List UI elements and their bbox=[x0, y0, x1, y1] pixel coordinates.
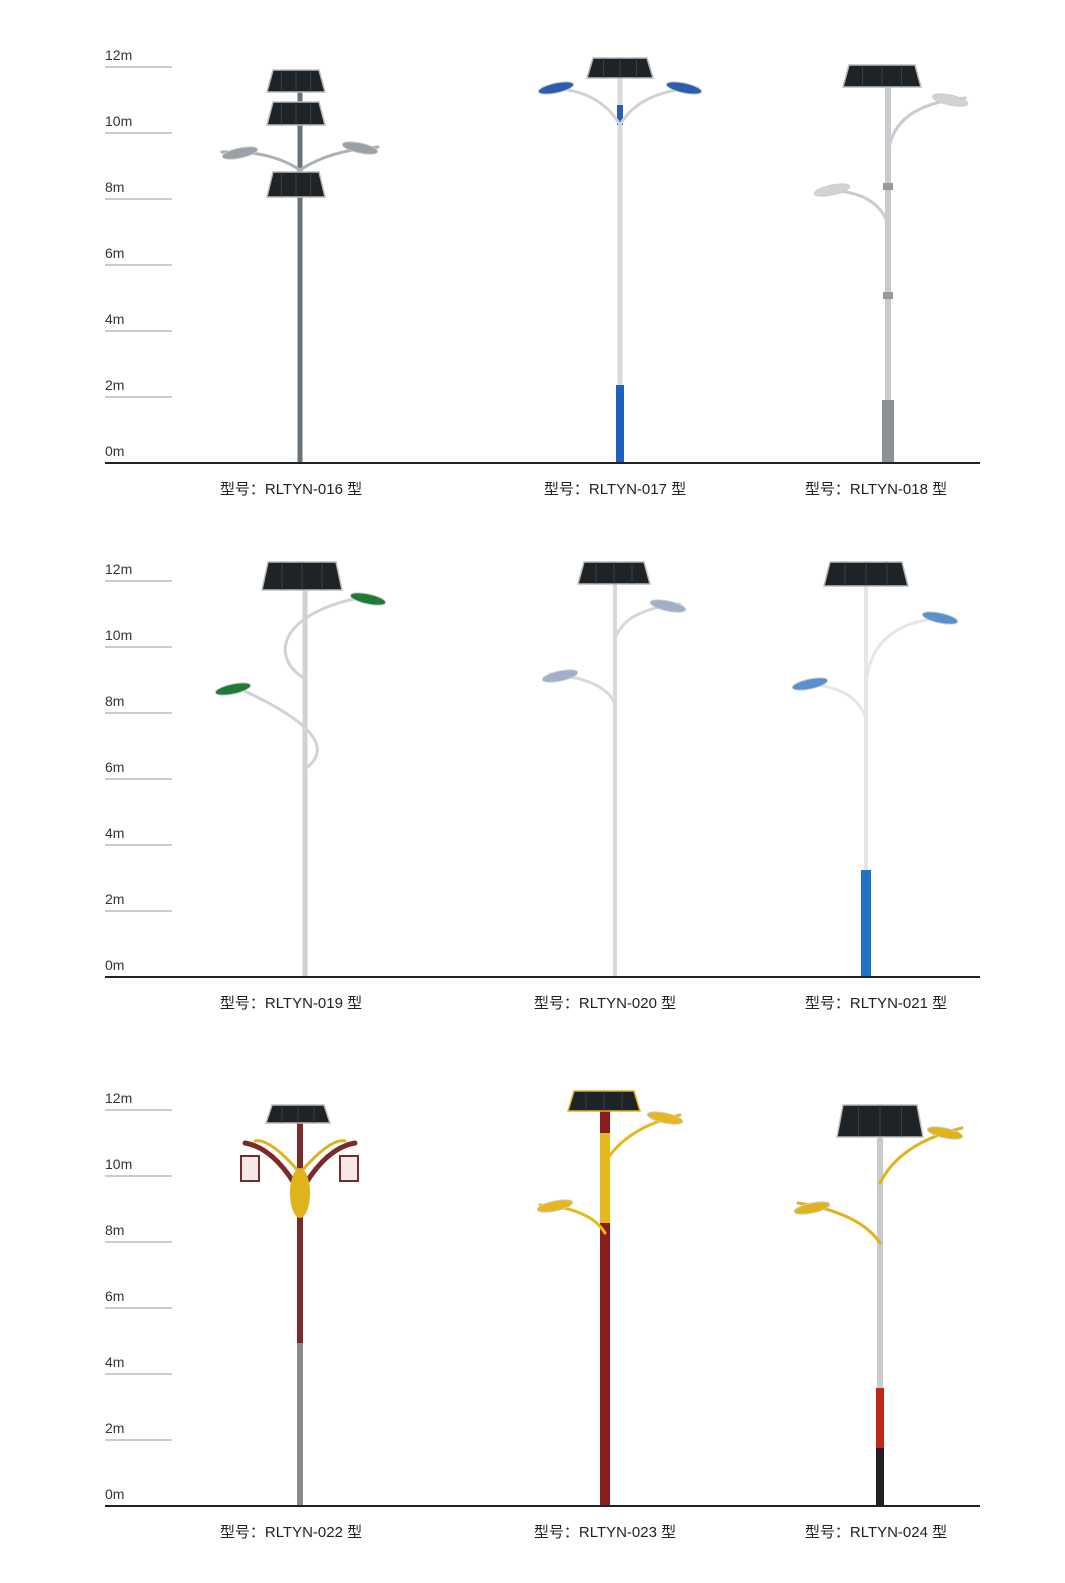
height-tick-label: 8m bbox=[105, 179, 125, 195]
street-lamp bbox=[791, 561, 959, 977]
lamp-head bbox=[791, 677, 829, 691]
height-tick-label: 8m bbox=[105, 1222, 125, 1238]
lamp-pole bbox=[617, 75, 623, 463]
lamp-pole bbox=[877, 1138, 883, 1506]
lamp-pole bbox=[297, 85, 303, 463]
height-tick-label: 4m bbox=[105, 311, 125, 327]
height-tick-label: 12m bbox=[105, 561, 133, 577]
model-label: 型号：RLTYN-023 型 bbox=[533, 1524, 677, 1541]
height-tick-label: 12m bbox=[105, 47, 133, 63]
lamp-head bbox=[536, 1199, 574, 1213]
street-lamp bbox=[536, 1090, 684, 1506]
lamp-head bbox=[541, 669, 579, 683]
ornament bbox=[290, 1168, 310, 1218]
lamp-head bbox=[931, 93, 969, 107]
street-lamp bbox=[813, 64, 969, 463]
lamp-arm bbox=[864, 616, 942, 686]
lamp-arm bbox=[238, 687, 319, 771]
height-tick-label: 0m bbox=[105, 957, 125, 973]
lamp-head bbox=[341, 141, 379, 155]
street-lamp bbox=[220, 69, 380, 463]
pole-joint bbox=[883, 183, 893, 190]
street-lamp bbox=[537, 57, 703, 463]
pole-joint bbox=[883, 292, 893, 299]
height-tick-label: 10m bbox=[105, 1156, 133, 1172]
lamp-head bbox=[649, 599, 687, 613]
model-label: 型号：RLTYN-024 型 bbox=[804, 1524, 948, 1541]
pole-sleeve bbox=[600, 1133, 610, 1223]
lamp-arm bbox=[803, 682, 868, 721]
pole-band bbox=[876, 1388, 884, 1448]
height-tick-label: 0m bbox=[105, 1486, 125, 1502]
height-tick-label: 6m bbox=[105, 245, 125, 261]
lamp-head bbox=[813, 183, 851, 197]
model-label: 型号：RLTYN-017 型 bbox=[543, 481, 687, 498]
height-tick-label: 2m bbox=[105, 1420, 125, 1436]
lamp-arm bbox=[298, 1139, 347, 1175]
lamp-head bbox=[349, 592, 387, 606]
lamp-pole bbox=[297, 1123, 303, 1506]
lamp-pole bbox=[302, 590, 308, 977]
street-lamp bbox=[240, 1104, 359, 1506]
row-3: 12m 10m 8m 6m 4m 2m 0m 型号：RLTYN-022 型 型号：RLTYN-0… bbox=[0, 1043, 1065, 1563]
height-tick-label: 12m bbox=[105, 1090, 133, 1106]
lamp-arm bbox=[253, 1139, 302, 1175]
height-tick-label: 6m bbox=[105, 1288, 125, 1304]
lamp-head bbox=[926, 1126, 964, 1140]
lamp-head bbox=[665, 81, 703, 95]
pole-base bbox=[297, 1343, 303, 1506]
lantern bbox=[240, 1155, 260, 1182]
lamp-head bbox=[214, 682, 252, 696]
lamp-head bbox=[537, 81, 575, 95]
lamp-pole bbox=[613, 584, 617, 977]
height-tick-label: 6m bbox=[105, 759, 125, 775]
height-tick-label: 10m bbox=[105, 113, 133, 129]
row-2: 12m 10m 8m 6m 4m 2m 0m 型号：RLTYN-019 型 型号：RLTYN-0… bbox=[0, 514, 1065, 1034]
model-label: 型号：RLTYN-021 型 bbox=[804, 995, 948, 1012]
height-tick-label: 4m bbox=[105, 1354, 125, 1370]
height-tick-label: 0m bbox=[105, 443, 125, 459]
model-label: 型号：RLTYN-020 型 bbox=[533, 995, 677, 1012]
model-label: 型号：RLTYN-022 型 bbox=[219, 1524, 363, 1541]
street-lamp bbox=[793, 1104, 964, 1506]
street-lamp bbox=[214, 561, 387, 977]
street-lamp bbox=[541, 561, 687, 977]
lamp-arm bbox=[886, 96, 967, 162]
pole-base bbox=[861, 870, 871, 977]
height-tick-label: 10m bbox=[105, 627, 133, 643]
lamp-arm bbox=[548, 86, 622, 127]
lamp-pole bbox=[600, 1111, 610, 1506]
lamp-drawing bbox=[105, 1090, 980, 1507]
height-tick-label: 2m bbox=[105, 377, 125, 393]
pole-base bbox=[616, 385, 624, 463]
lamp-drawing bbox=[105, 57, 980, 464]
height-tick-label: 4m bbox=[105, 825, 125, 841]
pole-base bbox=[882, 400, 894, 463]
model-label: 型号：RLTYN-019 型 bbox=[219, 995, 363, 1012]
lamp-drawing bbox=[105, 561, 980, 978]
height-tick-label: 2m bbox=[105, 891, 125, 907]
lamp-head bbox=[793, 1201, 831, 1215]
lamp-head bbox=[221, 146, 259, 160]
lamp-head bbox=[646, 1111, 684, 1125]
row-1: 12m 10m 8m 6m 4m 2m 0m 型号：RLTYN-016 型 型号：RLTYN-0… bbox=[0, 0, 1065, 520]
pole-collar bbox=[617, 105, 623, 125]
lamp-head bbox=[921, 611, 959, 625]
model-label: 型号：RLTYN-016 型 bbox=[219, 481, 363, 498]
model-label: 型号：RLTYN-018 型 bbox=[804, 481, 948, 498]
lamp-pole bbox=[864, 586, 868, 977]
height-tick-label: 8m bbox=[105, 693, 125, 709]
lantern bbox=[339, 1155, 359, 1182]
lamp-pole bbox=[885, 85, 891, 463]
lamp-arm bbox=[283, 594, 372, 681]
